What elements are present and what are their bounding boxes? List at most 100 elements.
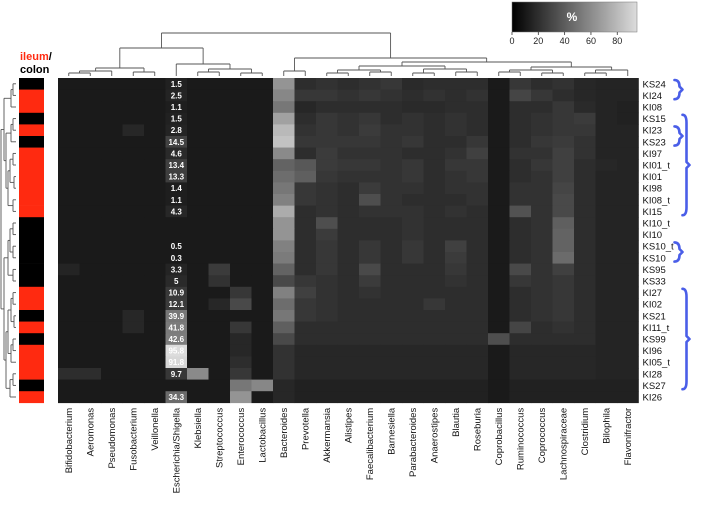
- heatmap-cell: [144, 112, 166, 125]
- heatmap-cell: [402, 89, 424, 102]
- heatmap-cell: [445, 240, 467, 253]
- value-label: 95.8: [168, 347, 184, 356]
- tissue-cell: [19, 194, 44, 206]
- heatmap-cell: [294, 368, 317, 380]
- heatmap-cell: [488, 182, 510, 195]
- heatmap-cell: [445, 205, 467, 218]
- heatmap-cell: [488, 252, 510, 264]
- colorbar: % 0 20 40 60 80: [509, 1, 638, 46]
- row-label: KI10: [643, 230, 663, 241]
- heatmap-cell: [359, 147, 381, 160]
- tissue-cell: [19, 286, 44, 299]
- heatmap-cell: [294, 112, 317, 125]
- value-label: 13.3: [168, 173, 184, 182]
- heatmap-cell: [101, 78, 123, 90]
- heatmap-cell: [122, 344, 145, 357]
- heatmap-cell: [230, 228, 252, 241]
- heatmap-cell: [466, 194, 489, 206]
- heatmap-cell: [595, 240, 618, 253]
- heatmap-cell: [122, 182, 145, 195]
- value-label: 0.3: [171, 254, 183, 263]
- heatmap-cell: [509, 298, 532, 311]
- heatmap-cell: [251, 159, 274, 172]
- heatmap-cell: [101, 391, 123, 404]
- heatmap-cell: [488, 101, 510, 114]
- value-label: 3.3: [171, 265, 183, 274]
- heatmap-cell: [294, 170, 317, 183]
- heatmap-cell: [531, 252, 553, 264]
- heatmap-cell: [509, 228, 532, 241]
- heatmap-cell: [165, 112, 188, 125]
- heatmap-cell: [380, 194, 403, 206]
- heatmap-cell: [273, 228, 295, 241]
- heatmap-cell: [187, 252, 209, 264]
- heatmap-cell: [488, 379, 510, 392]
- heatmap-cell: [273, 101, 295, 114]
- heatmap-cell: [445, 333, 467, 346]
- heatmap-cell: [488, 217, 510, 230]
- heatmap-cell: [531, 89, 553, 102]
- heatmap-cell: [337, 217, 360, 230]
- row-label: KS33: [643, 277, 666, 288]
- heatmap-cell: [531, 356, 553, 369]
- tissue-cell: [19, 344, 44, 357]
- heatmap-cell: [251, 89, 274, 102]
- heatmap-cell: [79, 286, 102, 299]
- heatmap-cell: [58, 101, 80, 114]
- heatmap-cell: [208, 391, 231, 404]
- heatmap-cell: [208, 252, 231, 264]
- heatmap-cell: [402, 170, 424, 183]
- heatmap-cell: [402, 263, 424, 276]
- heatmap-cell: [230, 356, 252, 369]
- heatmap-cell: [230, 101, 252, 114]
- heatmap-cell: [230, 275, 252, 288]
- heatmap-cell: [359, 286, 381, 299]
- heatmap-cell: [595, 286, 618, 299]
- heatmap-cell: [509, 275, 532, 288]
- heatmap-cell: [101, 333, 123, 346]
- heatmap-cell: [58, 275, 80, 288]
- heatmap-cell: [423, 368, 446, 380]
- heatmap-cell: [187, 263, 209, 276]
- heatmap-cell: [380, 252, 403, 264]
- heatmap-cell: [294, 78, 317, 90]
- heatmap-cell: [273, 112, 295, 125]
- heatmap-cell: [208, 182, 231, 195]
- tissue-cell: [19, 89, 44, 102]
- heatmap-cell: [208, 101, 231, 114]
- heatmap-cell: [509, 286, 532, 299]
- heatmap-cell: [359, 170, 381, 183]
- row-label: KI27: [643, 288, 663, 299]
- heatmap-cell: [423, 182, 446, 195]
- heatmap-cell: [208, 298, 231, 311]
- heatmap-cell: [316, 101, 338, 114]
- heatmap-cell: [122, 379, 145, 392]
- heatmap-cell: [58, 170, 80, 183]
- heatmap-cell: [230, 205, 252, 218]
- heatmap-cell: [208, 194, 231, 206]
- row-label: KI01_t: [643, 161, 671, 172]
- heatmap-cell: [230, 89, 252, 102]
- heatmap-cell: [359, 391, 381, 404]
- tissue-cell: [19, 170, 44, 183]
- heatmap-cell: [337, 89, 360, 102]
- heatmap-cell: [208, 112, 231, 125]
- heatmap-cell: [617, 286, 639, 299]
- heatmap-cell: [208, 275, 231, 288]
- value-label: 39.9: [168, 312, 184, 321]
- heatmap-cell: [79, 182, 102, 195]
- heatmap-cell: [574, 263, 596, 276]
- heatmap-cell: [230, 379, 252, 392]
- heatmap-cell: [251, 78, 274, 90]
- heatmap-cell: [509, 321, 532, 334]
- heatmap-cell: [294, 147, 317, 160]
- tissue-cell: [19, 368, 44, 380]
- heatmap-cell: [380, 310, 403, 322]
- column-label: Enterococcus: [236, 408, 247, 466]
- heatmap-cell: [122, 136, 145, 148]
- tissue-cell: [19, 205, 44, 218]
- heatmap-cell: [294, 205, 317, 218]
- heatmap-cell: [251, 310, 274, 322]
- heatmap-cell: [380, 240, 403, 253]
- heatmap-cell: [531, 286, 553, 299]
